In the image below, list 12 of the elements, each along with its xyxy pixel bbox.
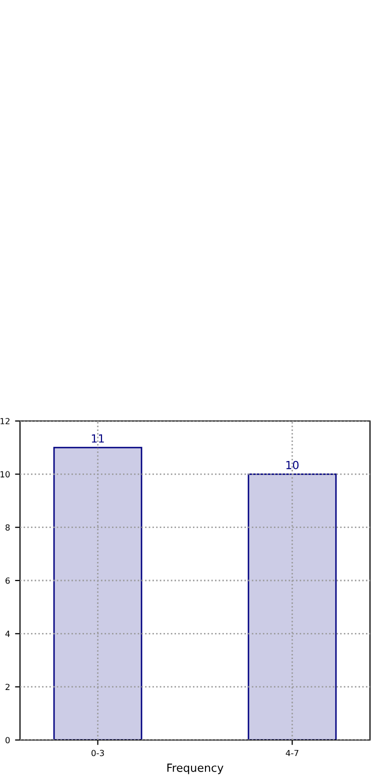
data-label: 11 [92, 434, 104, 442]
data-label: 10 [286, 460, 299, 470]
x-axis-title: Frequency [167, 764, 224, 774]
y-tick-label: 4 [5, 630, 10, 637]
y-tick-label: 6 [6, 577, 10, 584]
y-tick-label: 12 [0, 418, 10, 424]
y-tick-label: 10 [0, 471, 10, 478]
y-tick-label: 2 [6, 684, 10, 690]
x-tick-label: 0-3 [92, 750, 104, 756]
x-tick-label: 4-7 [286, 750, 298, 756]
y-tick-label: 0 [6, 736, 10, 744]
y-tick-label: 8 [6, 524, 10, 531]
